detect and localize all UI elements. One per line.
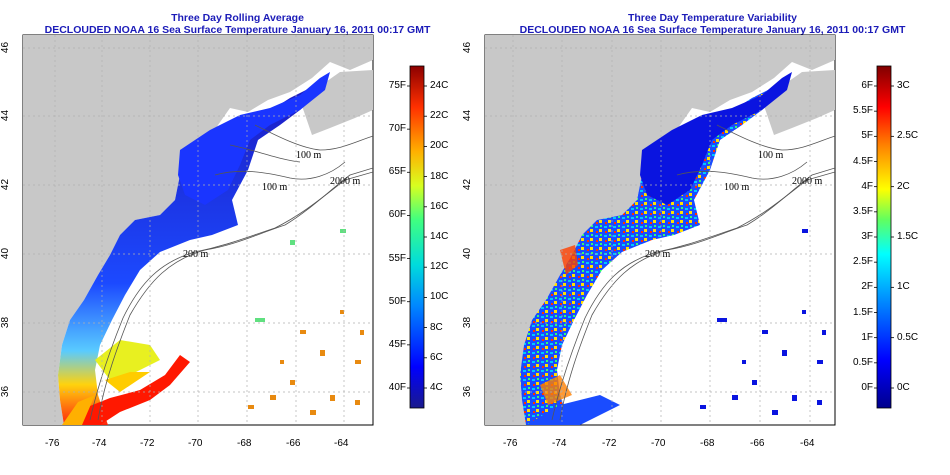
y-tick-label: 46 [0,41,12,54]
colorbar-label: 1.5F [852,306,873,318]
colorbar-label: 2.5C [897,130,919,142]
colorbar-label: 6F [861,80,873,91]
land-area [23,35,373,425]
x-tick-label: -68 [237,438,252,449]
colorbar-label: 1.5C [897,231,919,242]
y-tick-label: 36 [0,385,12,398]
colorbar-label: 8C [430,321,443,333]
left-title-line2: DECLOUDED NOAA 16 Sea Surface Temperatur… [44,24,431,36]
y-tick-label: 40 [462,247,474,260]
contour-label: 100 m [296,150,322,161]
colorbar-label: 1C [897,281,910,293]
colorbar-label: 10C [430,291,449,303]
y-tick-label: 46 [462,41,474,54]
colorbar-label: 16C [430,200,449,212]
colorbar-label: 6C [430,351,443,363]
colorbar-label: 40F [388,382,406,393]
contour-label: 2000 m [330,176,361,187]
y-tick-label: 42 [462,178,474,191]
contour-label: 100 m [724,182,750,193]
colorbar-label: 70F [388,123,406,135]
x-tick-label: -70 [188,438,203,449]
colorbar-label: 5.5F [852,105,873,117]
colorbar-label: 3.5F [852,205,873,217]
colorbar-label: 4C [430,382,443,393]
colorbar-label: 75F [388,80,406,91]
right-panel: Three Day Temperature Variability DECLOU… [475,0,950,475]
x-tick-label: -64 [800,438,815,449]
colorbar-label: 3F [861,231,873,242]
colorbar-label: 65F [388,166,406,178]
lat-lon-grid [23,35,373,425]
gulf-stream [64,355,190,425]
x-tick-label: -68 [700,438,715,449]
colorbar-label: 0.5C [897,331,919,343]
colorbar-label: 5F [861,130,873,142]
colorbar-label: 50F [388,295,406,307]
x-tick-label: -76 [503,438,518,449]
colorbar-label: 24C [430,80,449,91]
right-title-line2: DECLOUDED NOAA 16 Sea Surface Temperatur… [519,24,906,36]
bathymetry-contours [89,124,373,421]
x-tick-label: -72 [140,438,155,449]
colorbar-label: 22C [430,110,449,122]
colorbar-label: 45F [388,338,406,350]
x-tick-label: -64 [334,438,349,449]
x-tick-label: -70 [651,438,666,449]
y-tick-label: 38 [0,316,12,329]
y-tick-label: 38 [462,316,474,329]
contour-label: 2000 m [792,176,823,187]
colorbar-label: 0.5F [852,356,873,368]
left-panel: Three Day Rolling Average DECLOUDED NOAA… [44,12,431,36]
colorbar-label: 0C [897,382,910,393]
colorbar-label: 2.5F [852,256,873,268]
y-tick-label: 44 [0,109,12,122]
colorbar-label: 3C [897,80,910,91]
x-tick-label: -66 [750,438,765,449]
colorbar-label: 60F [388,209,406,221]
y-tick-label: 40 [0,247,12,260]
y-tick-label: 42 [0,178,12,191]
colorbar-label: 0F [861,382,873,393]
colorbar-label: 1F [861,331,873,343]
x-tick-label: -66 [286,438,301,449]
contour-label: 100 m [262,182,288,193]
right-title-line1: Three Day Temperature Variability [627,12,798,24]
x-tick-label: -74 [92,438,107,449]
right-map: 100 m 100 m 2000 m 200 m [484,34,836,426]
x-tick-label: -74 [552,438,567,449]
colorbar-label: 4F [861,180,873,192]
contour-label: 200 m [183,249,209,260]
sst-colorbar [409,65,425,409]
contour-label: 200 m [645,249,671,260]
contour-label: 100 m [758,150,784,161]
y-tick-label: 44 [462,109,474,122]
colorbar-label: 55F [388,252,406,264]
y-tick-label: 36 [462,385,474,398]
colorbar-label: 2C [897,180,910,192]
x-tick-label: -76 [45,438,60,449]
x-tick-label: -72 [602,438,617,449]
colorbar-label: 2F [861,281,873,293]
sst-shelf-water [58,88,320,425]
colorbar-label: 12C [430,261,449,273]
colorbar-label: 4.5F [852,155,873,167]
colorbar-label: 18C [430,170,449,182]
variability-colorbar [876,65,892,409]
left-title-line1: Three Day Rolling Average [171,12,304,24]
colorbar-label: 14C [430,231,449,242]
left-map: 100 m 100 m 2000 m 200 m [22,34,374,426]
colorbar-label: 20C [430,140,449,152]
